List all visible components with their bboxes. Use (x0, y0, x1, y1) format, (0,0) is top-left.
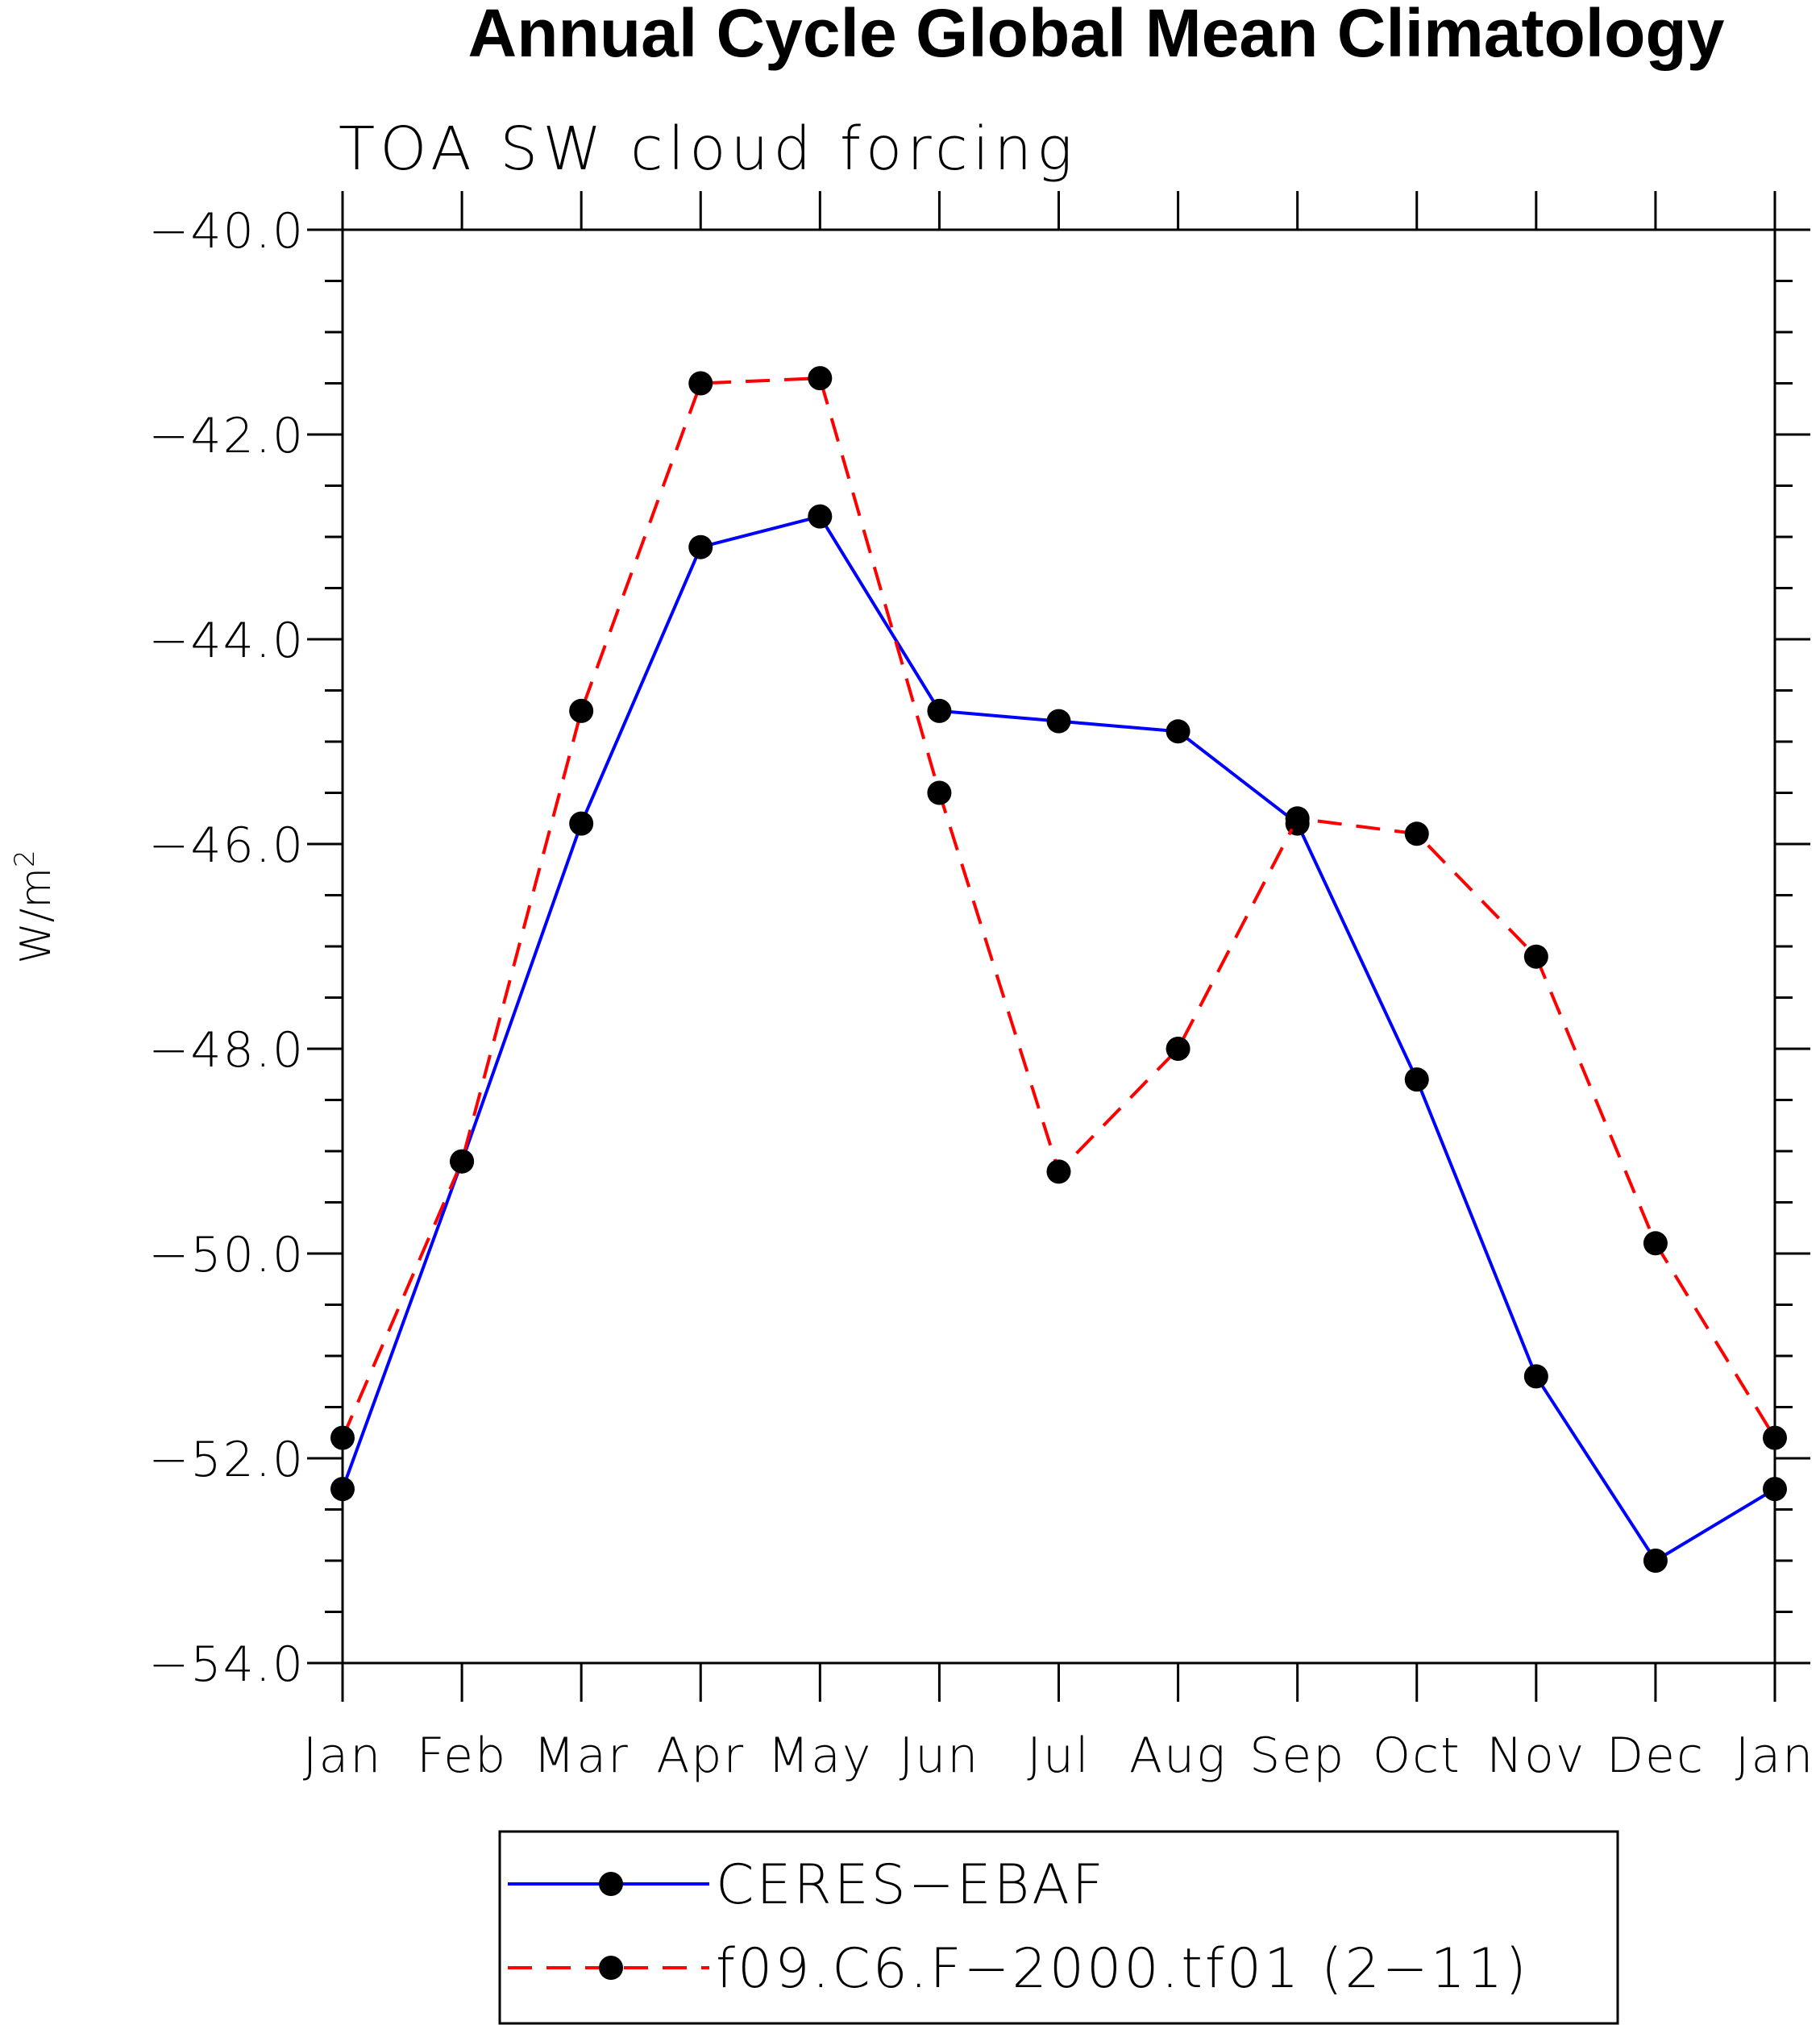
x-tick-label: Mar (534, 1728, 630, 1784)
y-tick-label: −40.0 (148, 203, 305, 260)
data-point (1523, 1364, 1548, 1389)
x-tick-label: Oct (1373, 1728, 1461, 1784)
plot-frame (341, 228, 1776, 1665)
data-point (330, 1425, 355, 1450)
y-axis-title: W/m2 (9, 850, 60, 963)
data-point (330, 1477, 355, 1502)
y-tick-label: −50.0 (148, 1227, 305, 1283)
y-axis-title-superscript: 2 (9, 850, 41, 867)
x-tick-label: Jun (900, 1728, 980, 1784)
legend-label-ceres: CERES−EBAF (716, 1853, 1106, 1917)
legend: CERES−EBAF f09.C6.F−2000.tf01 (2−11) (498, 1830, 1619, 2025)
y-axis-title-unit: W/m (12, 867, 60, 964)
y-tick-label: −44.0 (148, 613, 305, 669)
series-1 (330, 366, 1787, 1450)
x-tick-label: Sep (1249, 1728, 1345, 1784)
data-point (808, 366, 833, 391)
y-tick-label: −46.0 (148, 817, 305, 874)
x-tick-label: Jan (1735, 1728, 1815, 1784)
data-point (1643, 1231, 1668, 1256)
chart-title: Annual Cycle Global Mean Climatology (468, 0, 1725, 71)
data-point (1404, 821, 1429, 846)
data-point (1046, 709, 1071, 734)
data-point (569, 811, 594, 836)
data-point (688, 371, 713, 396)
data-point (808, 504, 833, 529)
legend-entry-ceres: CERES−EBAF (508, 1853, 1106, 1917)
y-tick-label: −48.0 (148, 1022, 305, 1079)
series-layer (330, 366, 1787, 1573)
legend-marker-model (599, 1956, 623, 1980)
legend-entry-model: f09.C6.F−2000.tf01 (2−11) (508, 1937, 1529, 2001)
x-tick-label: May (767, 1728, 872, 1784)
series-line (341, 514, 1776, 1563)
data-point (450, 1149, 475, 1174)
data-point (1763, 1477, 1787, 1502)
plot-area (341, 228, 1776, 1665)
x-tick-label: Aug (1129, 1728, 1227, 1784)
x-tick-label: Jan (303, 1728, 383, 1784)
legend-label-model: f09.C6.F−2000.tf01 (2−11) (716, 1937, 1529, 2001)
y-tick-label: −52.0 (148, 1432, 305, 1488)
x-tick-label: Jul (1027, 1728, 1090, 1784)
y-tick-label: −54.0 (148, 1636, 305, 1693)
x-tick-label: Apr (656, 1728, 745, 1784)
series-0 (330, 504, 1787, 1573)
x-tick-label: Nov (1486, 1728, 1585, 1784)
x-axis: Jan Feb Mar Apr May Jun Jul Aug Sep Oct Nov Dec Jan (303, 191, 1815, 1784)
data-point (927, 698, 952, 723)
x-tick-label: Dec (1606, 1728, 1705, 1784)
y-tick-label: −42.0 (148, 408, 305, 464)
data-point (1404, 1067, 1429, 1092)
data-point (1763, 1425, 1787, 1450)
data-point (927, 780, 952, 805)
chart-subtitle: TOA SW cloud forcing (339, 114, 1078, 184)
data-point (1285, 806, 1310, 831)
data-point (1643, 1549, 1668, 1573)
legend-box (498, 1830, 1619, 2025)
data-point (1046, 1159, 1071, 1184)
data-point (1166, 1037, 1190, 1061)
legend-marker-ceres (599, 1872, 623, 1896)
data-point (1523, 944, 1548, 969)
data-point (569, 698, 594, 723)
series-line (341, 376, 1776, 1439)
y-axis: −40.0 −42.0 −44.0 −46.0 −48.0 −50.0 −52.0 −54.0 (148, 203, 1810, 1693)
data-point (1166, 719, 1190, 744)
data-point (688, 534, 713, 559)
x-tick-label: Feb (417, 1728, 507, 1784)
